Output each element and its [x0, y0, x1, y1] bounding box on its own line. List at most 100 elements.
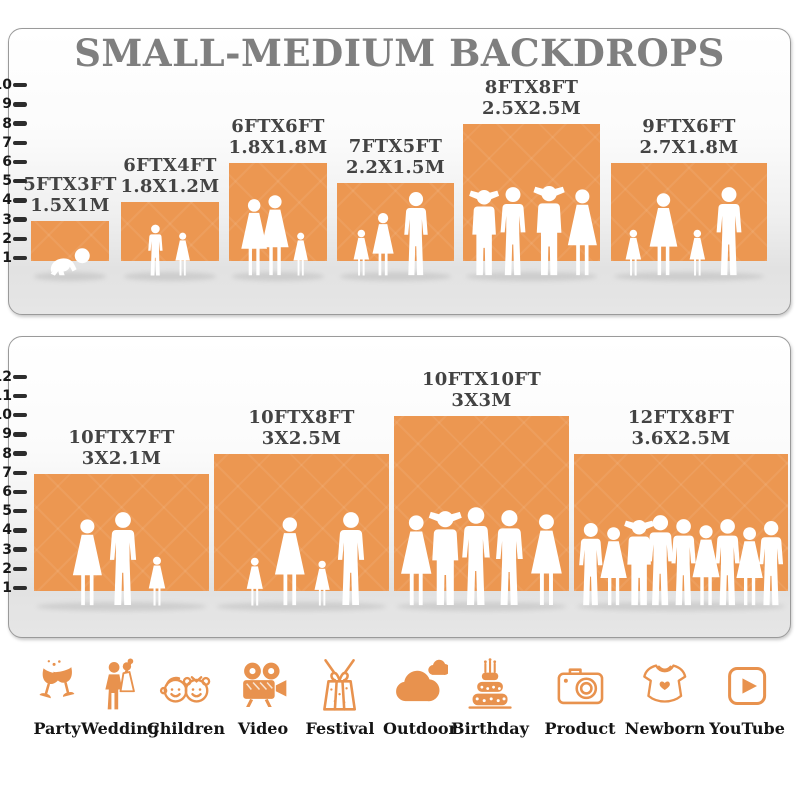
wedding-icon: [92, 658, 148, 714]
category-label: Newborn: [624, 719, 706, 738]
video-icon: [235, 658, 291, 714]
ruler-tick: [12, 585, 27, 591]
floor-shadow: [37, 602, 206, 611]
floor-shadow: [397, 602, 566, 611]
ruler-number: 9: [2, 426, 12, 443]
category-label: Birthday: [451, 719, 529, 738]
floor-shadow: [232, 272, 324, 281]
size-feet: 10FTX7FT: [68, 427, 175, 448]
size-meters: 2.2X1.5M: [346, 157, 445, 179]
ruler-tick: [12, 508, 27, 514]
size-meters: 3X3M: [451, 390, 512, 412]
category-label: Party: [33, 719, 81, 738]
ruler-tick: [12, 198, 27, 203]
backdrop-size-label: 5FTX3FT 1.5X1M: [23, 174, 116, 216]
size-feet: 5FTX3FT: [23, 174, 117, 195]
category-children: Children: [147, 658, 225, 738]
newborn-icon: [637, 658, 693, 714]
category-label: Festival: [305, 719, 375, 738]
ruler-number: 1: [2, 580, 12, 596]
size-feet: 6FTX6FT: [231, 116, 325, 137]
party-icon: [29, 658, 85, 714]
category-label: Wedding: [80, 719, 160, 738]
ruler-tick: [12, 236, 27, 242]
floor-shadow: [577, 602, 785, 611]
person-silhouette: [625, 229, 642, 276]
person-silhouette: [175, 232, 190, 276]
ruler-tick: [12, 547, 27, 552]
size-chart-panel-bottom: 12345678910111210FTX7FT3X2.1M10FTX8FT3X2…: [0, 336, 791, 638]
person-silhouette: [148, 556, 166, 606]
ruler-tick: [12, 217, 27, 222]
ruler-tick: [12, 470, 27, 476]
backdrop-size-label: 7FTX5FT 2.2X1.5M: [346, 136, 445, 178]
ruler-number: 2: [2, 230, 12, 247]
size-meters: 3.6X2.5M: [631, 428, 731, 450]
category-youtube: YouTube: [709, 658, 785, 738]
size-meters: 1.5X1M: [30, 195, 110, 217]
person-silhouette: [314, 560, 330, 606]
youtube-icon: [719, 658, 775, 714]
ruler-number: 3: [2, 541, 12, 558]
size-meters: 2.5X2.5M: [482, 98, 581, 120]
size-feet: 10FTX10FT: [421, 369, 542, 390]
ruler-number: 12: [0, 368, 12, 385]
person-silhouette: [689, 229, 706, 276]
person-silhouette: [500, 187, 526, 276]
category-label: Children: [147, 719, 225, 738]
person-silhouette: [246, 557, 263, 606]
person-silhouette: [293, 232, 308, 276]
outdoor-icon: [392, 658, 448, 714]
ruler-tick: [12, 489, 27, 495]
ruler-number: 8: [2, 445, 12, 462]
ruler-number: 2: [2, 560, 12, 577]
ruler-tick: [12, 412, 27, 418]
category-video: Video: [235, 658, 291, 738]
ruler-tick: [12, 566, 27, 572]
person-silhouette: [109, 512, 137, 606]
category-label: Outdoor: [383, 719, 457, 738]
floor-shadow: [217, 602, 386, 611]
ruler-tick: [12, 178, 27, 184]
backdrop-block-5ftx3ft: [31, 221, 109, 261]
category-label: YouTube: [709, 719, 785, 738]
person-silhouette: [337, 512, 365, 606]
person-silhouette: [274, 517, 305, 606]
floor-shadow: [466, 272, 597, 281]
person-silhouette: [759, 521, 784, 606]
ruler-tick: [12, 451, 27, 456]
children-icon: [158, 658, 214, 714]
birthday-icon: [462, 658, 518, 714]
ruler-number: 6: [2, 154, 12, 170]
size-feet: 10FTX8FT: [248, 407, 355, 428]
category-row: Party Wedding Children Video Festival Outdoor…: [0, 658, 800, 768]
size-meters: 1.8X1.8M: [228, 137, 328, 159]
ruler-number: 7: [2, 134, 12, 151]
category-birthday: Birthday: [451, 658, 529, 738]
backdrop-size-label: 10FTX8FT 3X2.5M: [248, 407, 354, 449]
person-silhouette: [716, 187, 742, 276]
floor-shadow: [34, 272, 106, 281]
person-silhouette: [649, 193, 678, 276]
ruler-number: 10: [0, 407, 12, 424]
category-party: Party: [29, 658, 85, 738]
size-meters: 1.8X1.2M: [120, 176, 220, 198]
backdrop-size-label: 10FTX10FT 3X3M: [422, 369, 541, 411]
ruler-number: 4: [2, 192, 12, 209]
festival-icon: [312, 658, 368, 714]
chart-title: SMALL-MEDIUM BACKDROPS: [74, 31, 725, 75]
backdrop-size-label: 10FTX7FT 3X2.1M: [68, 427, 174, 469]
person-silhouette: [72, 519, 102, 606]
backdrop-size-label: 6FTX4FT 1.8X1.2M: [121, 155, 220, 197]
baby-silhouette: [50, 248, 90, 276]
person-silhouette: [567, 189, 597, 276]
size-meters: 3X2.1M: [81, 448, 162, 470]
ruler-number: 5: [2, 173, 12, 190]
ruler-tick: [12, 140, 27, 146]
ruler-number: 4: [2, 522, 12, 539]
size-chart-panel-top: SMALL-MEDIUM BACKDROPS 1 2 3 4 5 6 7 8 9 10 5FTX3F…: [0, 28, 791, 315]
floor-shadow: [614, 272, 764, 281]
ruler-tick: [12, 102, 27, 107]
product-icon: [552, 658, 608, 714]
